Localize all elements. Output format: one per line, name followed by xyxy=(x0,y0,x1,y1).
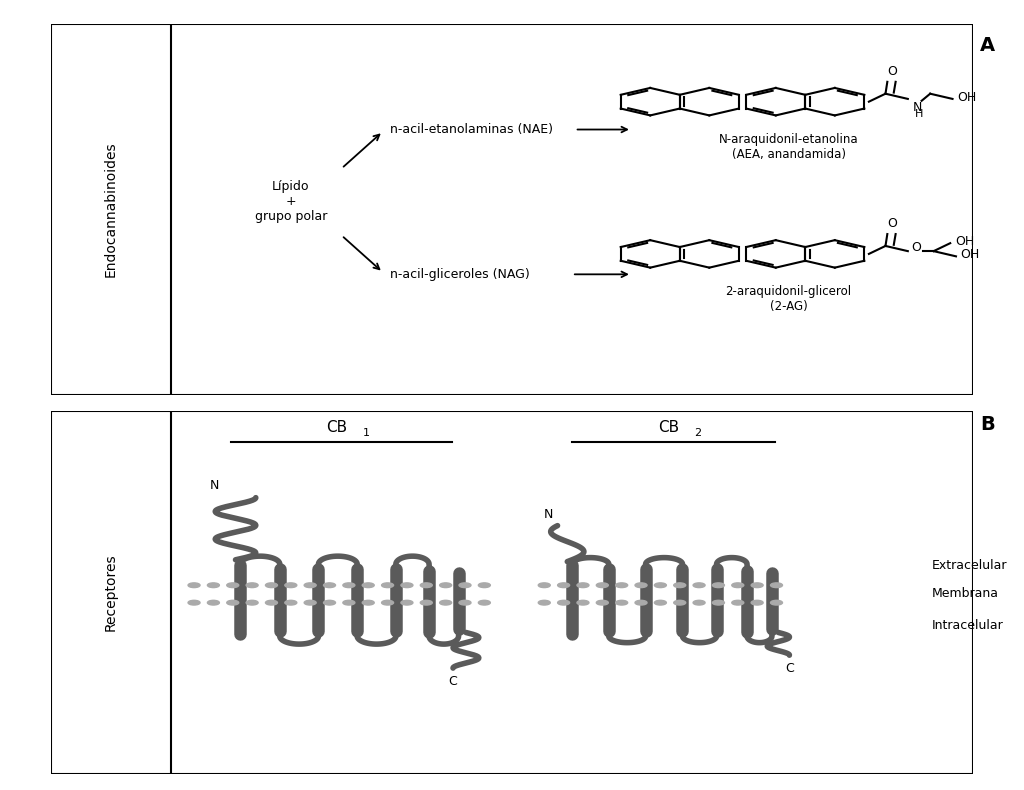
Circle shape xyxy=(539,600,550,605)
Text: H: H xyxy=(915,109,924,119)
Text: N-araquidonil-etanolina
(AEA, anandamida): N-araquidonil-etanolina (AEA, anandamida… xyxy=(719,134,858,161)
Text: C: C xyxy=(785,662,794,675)
Text: A: A xyxy=(980,36,995,55)
Circle shape xyxy=(577,600,589,605)
Text: 1: 1 xyxy=(362,428,370,438)
Text: Membrana: Membrana xyxy=(932,588,998,600)
Circle shape xyxy=(382,583,393,588)
Circle shape xyxy=(713,583,724,588)
Text: B: B xyxy=(981,415,995,434)
Text: O: O xyxy=(887,217,897,231)
Text: N: N xyxy=(544,508,553,521)
Circle shape xyxy=(558,600,569,605)
Circle shape xyxy=(459,583,471,588)
Circle shape xyxy=(208,600,219,605)
Circle shape xyxy=(693,583,706,588)
Circle shape xyxy=(324,583,336,588)
Text: 2-araquidonil-glicerol
(2-AG): 2-araquidonil-glicerol (2-AG) xyxy=(726,285,852,314)
Circle shape xyxy=(343,583,355,588)
Circle shape xyxy=(732,600,743,605)
Circle shape xyxy=(674,600,686,605)
Circle shape xyxy=(439,600,452,605)
Circle shape xyxy=(265,600,278,605)
Circle shape xyxy=(420,600,432,605)
Text: Intracelular: Intracelular xyxy=(932,619,1004,632)
Circle shape xyxy=(324,600,336,605)
Text: OH: OH xyxy=(954,235,974,248)
Circle shape xyxy=(401,583,413,588)
Text: N: N xyxy=(912,101,922,114)
Circle shape xyxy=(558,583,569,588)
Text: Extracelular: Extracelular xyxy=(932,559,1007,572)
Circle shape xyxy=(208,583,219,588)
Text: 2: 2 xyxy=(694,428,701,438)
Circle shape xyxy=(539,583,550,588)
Circle shape xyxy=(285,583,297,588)
Circle shape xyxy=(226,583,239,588)
Circle shape xyxy=(362,600,374,605)
Circle shape xyxy=(577,583,589,588)
Circle shape xyxy=(285,600,297,605)
Circle shape xyxy=(343,600,355,605)
Circle shape xyxy=(770,600,782,605)
Circle shape xyxy=(596,583,608,588)
Text: C: C xyxy=(449,675,458,687)
Circle shape xyxy=(713,600,724,605)
Circle shape xyxy=(478,600,490,605)
Circle shape xyxy=(478,583,490,588)
Text: Receptores: Receptores xyxy=(104,554,118,631)
Circle shape xyxy=(362,583,374,588)
Text: Endocannabinoides: Endocannabinoides xyxy=(104,141,118,277)
Circle shape xyxy=(226,600,239,605)
Circle shape xyxy=(635,600,647,605)
Circle shape xyxy=(401,600,413,605)
Circle shape xyxy=(265,583,278,588)
Circle shape xyxy=(420,583,432,588)
Circle shape xyxy=(654,600,667,605)
Circle shape xyxy=(752,600,763,605)
Circle shape xyxy=(732,583,743,588)
Circle shape xyxy=(693,600,706,605)
Circle shape xyxy=(654,583,667,588)
Circle shape xyxy=(188,600,200,605)
Circle shape xyxy=(615,600,628,605)
Text: Lípido
+
grupo polar: Lípido + grupo polar xyxy=(255,180,327,224)
Circle shape xyxy=(596,600,608,605)
Circle shape xyxy=(246,600,258,605)
Text: CB: CB xyxy=(658,419,679,434)
Circle shape xyxy=(459,600,471,605)
Circle shape xyxy=(304,583,316,588)
Text: n-acil-etanolaminas (NAE): n-acil-etanolaminas (NAE) xyxy=(390,123,553,136)
Text: OH: OH xyxy=(957,91,977,103)
Circle shape xyxy=(770,583,782,588)
Text: N: N xyxy=(210,480,219,492)
Text: O: O xyxy=(887,65,897,78)
Text: n-acil-gliceroles (NAG): n-acil-gliceroles (NAG) xyxy=(390,268,530,280)
Text: OH: OH xyxy=(961,248,980,261)
Circle shape xyxy=(246,583,258,588)
Circle shape xyxy=(188,583,200,588)
Circle shape xyxy=(674,583,686,588)
Text: CB: CB xyxy=(327,419,347,434)
Circle shape xyxy=(439,583,452,588)
Circle shape xyxy=(304,600,316,605)
Circle shape xyxy=(382,600,393,605)
Circle shape xyxy=(635,583,647,588)
Circle shape xyxy=(752,583,763,588)
Circle shape xyxy=(615,583,628,588)
Text: O: O xyxy=(911,241,922,254)
